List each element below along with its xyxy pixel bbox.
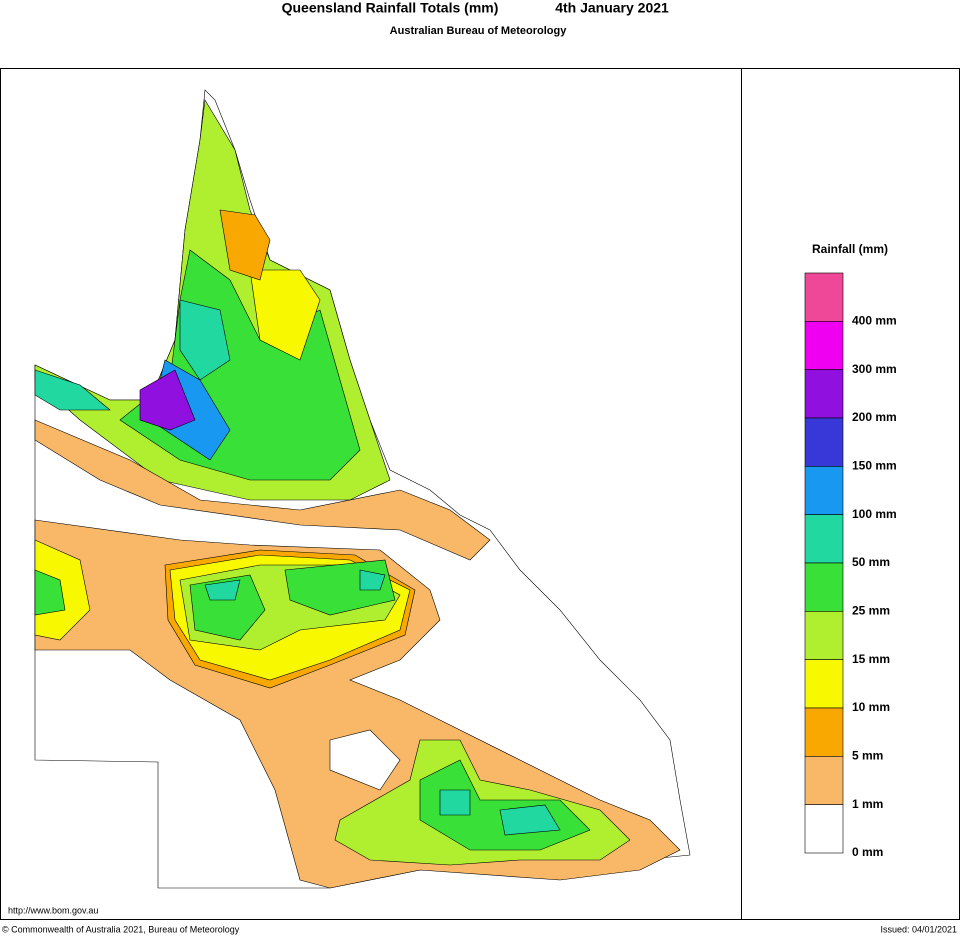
rain-area <box>499 804 561 836</box>
map-date: 4th January 2021 <box>555 0 669 16</box>
legend-label: 100 mm <box>852 507 897 521</box>
legend-label: 200 mm <box>852 410 897 424</box>
legend-swatch <box>804 514 844 564</box>
legend-swatch <box>804 804 844 854</box>
legend-label: 50 mm <box>852 555 890 569</box>
rain-area <box>249 269 321 361</box>
legend-label: 0 mm <box>852 845 883 859</box>
legend-swatch <box>804 466 844 515</box>
legend-label: 1 mm <box>852 797 883 811</box>
source-url: http://www.bom.gov.au <box>8 905 98 915</box>
map <box>34 89 691 889</box>
rain-area <box>34 369 111 411</box>
copyright: © Commonwealth of Australia 2021, Bureau… <box>2 924 240 934</box>
legend-swatch <box>804 756 844 805</box>
legend-swatch <box>804 417 844 467</box>
rain-area <box>34 419 491 561</box>
legend-label: 400 mm <box>852 314 897 328</box>
rain-area <box>179 299 231 381</box>
map-title: Queensland Rainfall Totals (mm) <box>282 0 499 16</box>
rain-area <box>34 569 66 616</box>
rain-area <box>204 579 241 601</box>
issued-date: Issued: 04/01/2021 <box>880 924 957 934</box>
legend: 400 mm 300 mm 200 mm 150 mm 100 mm 50 mm 25 mm… <box>804 272 897 859</box>
legend-swatch <box>804 272 844 322</box>
legend-swatch <box>804 611 844 660</box>
legend-swatch <box>804 321 844 370</box>
legend-swatch <box>804 562 844 612</box>
legend-swatch <box>804 707 844 757</box>
rain-area <box>219 209 271 281</box>
map-subtitle: Australian Bureau of Meteorology <box>390 25 568 37</box>
rain-area <box>439 789 471 816</box>
legend-swatch <box>804 659 844 709</box>
dry-area <box>329 729 401 791</box>
legend-title: Rainfall (mm) <box>812 242 888 256</box>
legend-label: 150 mm <box>852 459 897 473</box>
legend-label: 15 mm <box>852 652 890 666</box>
rain-area <box>359 569 386 591</box>
legend-swatch <box>804 369 844 419</box>
legend-label: 10 mm <box>852 700 890 714</box>
legend-label: 25 mm <box>852 604 890 618</box>
legend-label: 5 mm <box>852 749 883 763</box>
rain-area <box>34 539 91 641</box>
rain-area <box>139 369 196 431</box>
legend-label: 300 mm <box>852 362 897 376</box>
